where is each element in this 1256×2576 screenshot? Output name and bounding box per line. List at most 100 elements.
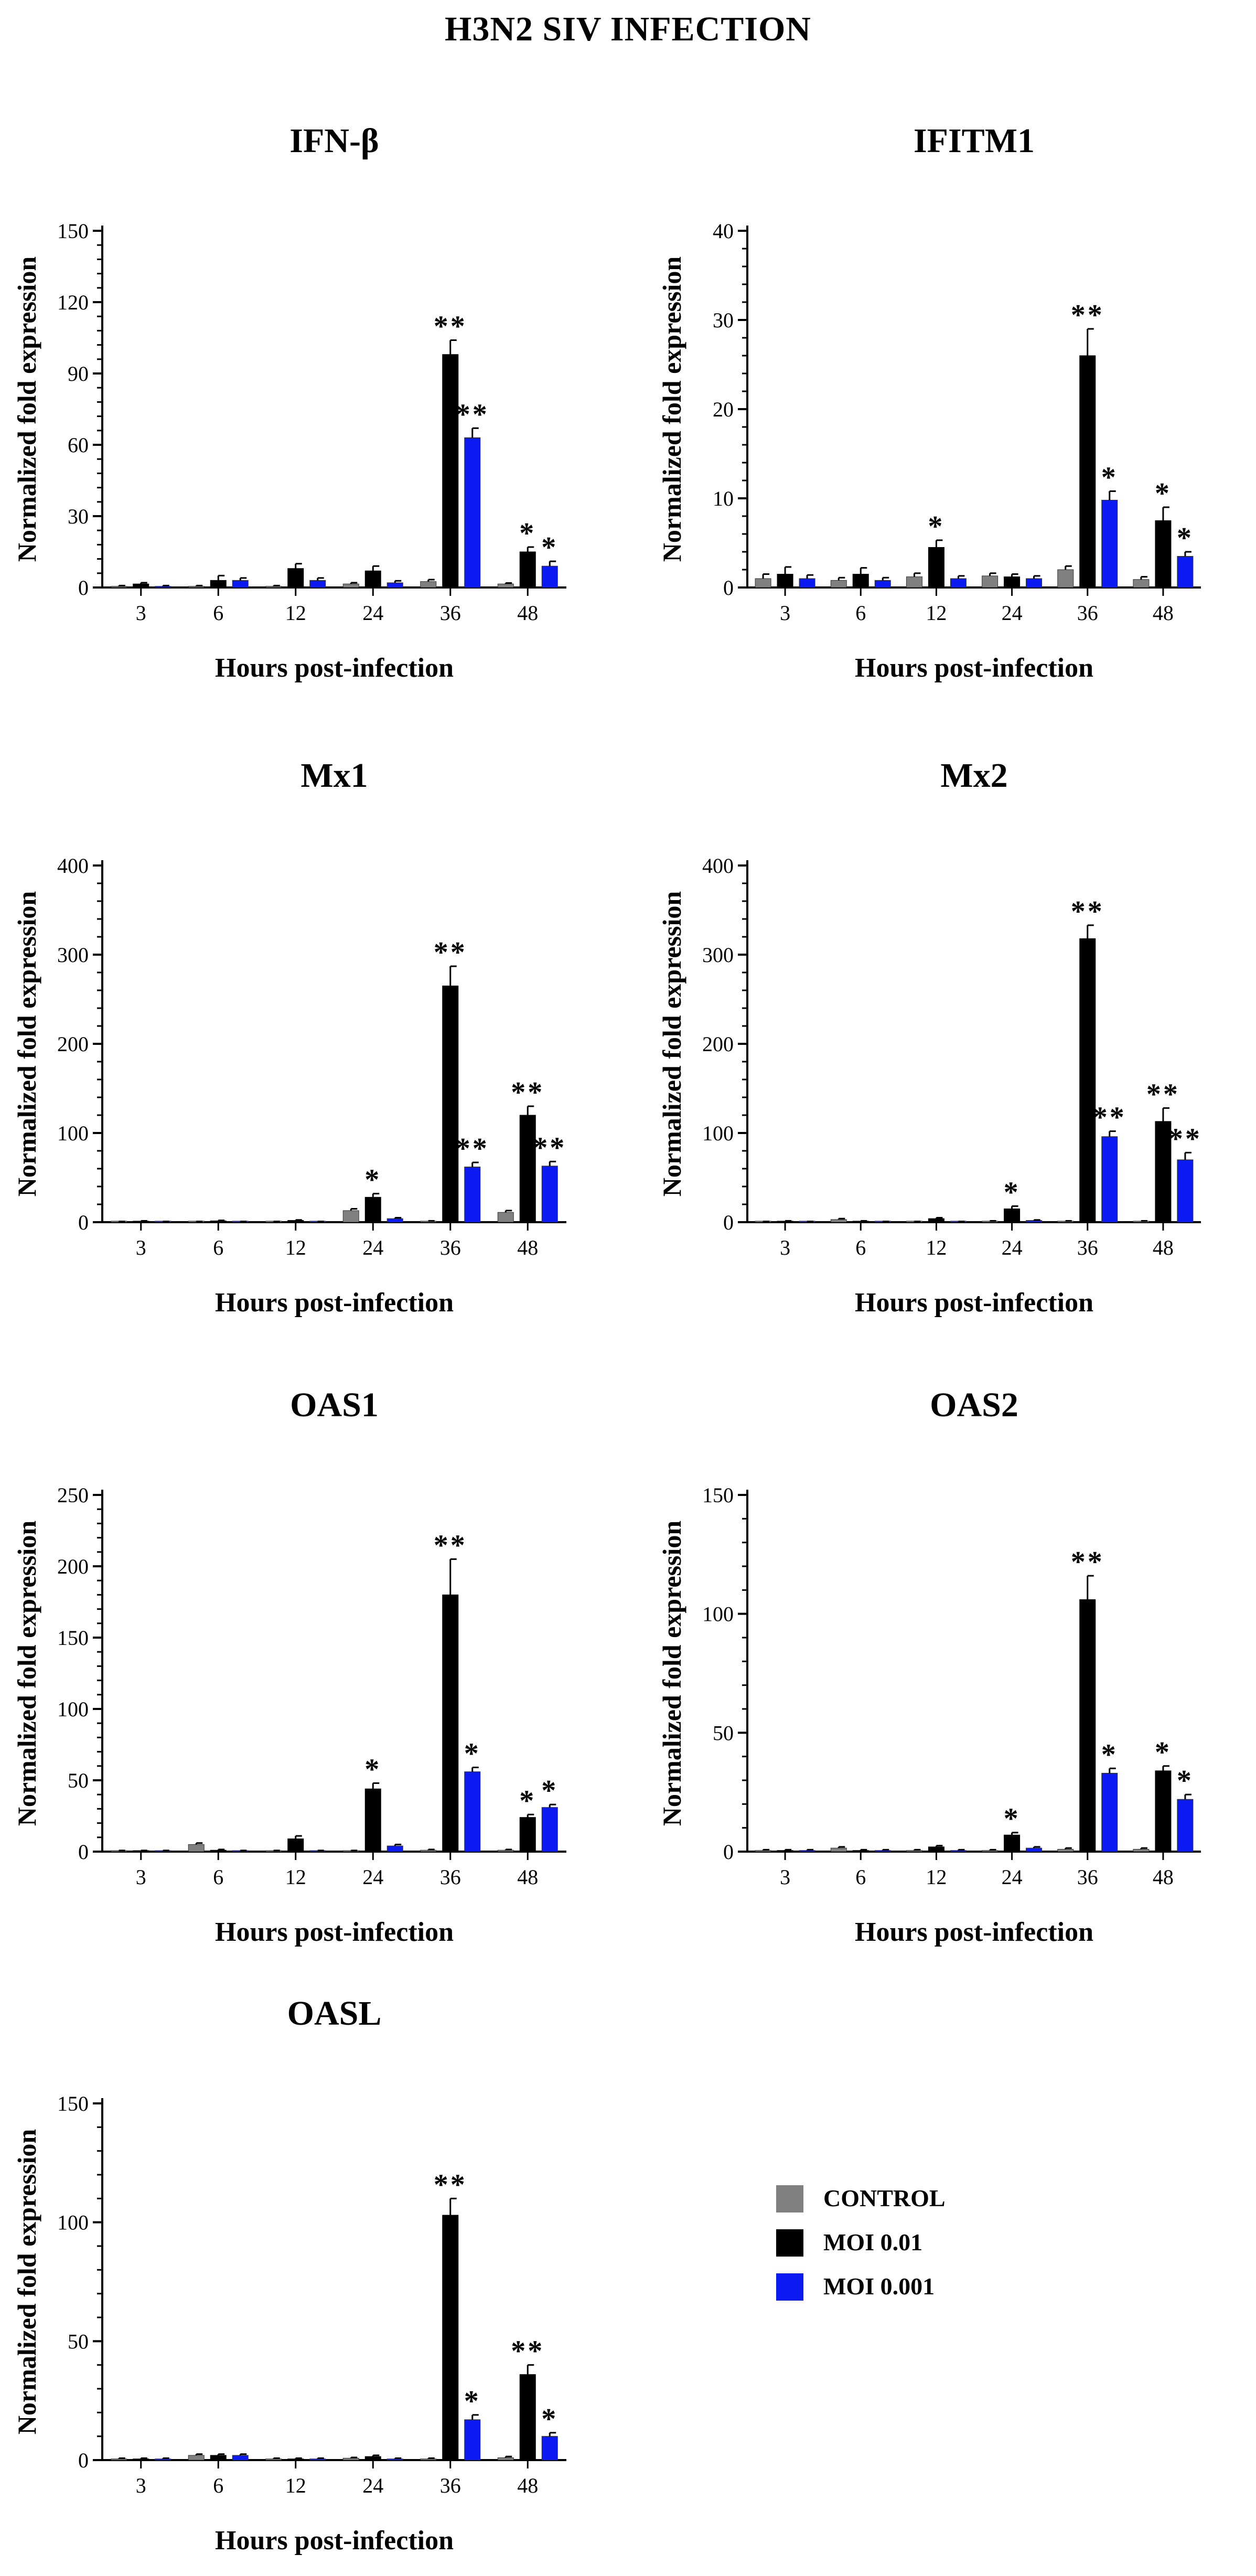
- legend-swatch-control: [776, 2185, 803, 2212]
- bar: [541, 1807, 558, 1852]
- bar: [287, 2459, 304, 2461]
- bar: [799, 578, 815, 588]
- significance-marker: **: [456, 1132, 489, 1165]
- legend: CONTROL MOI 0.01 MOI 0.001: [776, 2182, 996, 2318]
- y-axis-label: Normalized fold expression: [657, 891, 686, 1197]
- bar: [928, 1218, 944, 1223]
- significance-marker: *: [364, 1164, 381, 1196]
- x-tick-label: 6: [855, 1865, 866, 1889]
- significance-marker: *: [364, 1753, 381, 1786]
- x-axis-label: Hours post-infection: [215, 2526, 454, 2556]
- x-tick-label: 36: [440, 1865, 461, 1889]
- bar: [309, 2459, 326, 2461]
- y-tick-label: 20: [713, 398, 734, 421]
- figure-title: H3N2 SIV INFECTION: [445, 10, 811, 48]
- significance-marker: *: [519, 517, 536, 550]
- bar: [364, 1196, 381, 1223]
- chart-mx1: Mx1 Normalized fold expression 0 100 200 300 4…: [12, 756, 566, 1318]
- bar: [1004, 1834, 1021, 1852]
- y-tick-label: 100: [57, 1697, 89, 1721]
- x-tick-label: 12: [285, 1865, 306, 1889]
- y-tick-label: 100: [57, 2211, 89, 2235]
- bar: [420, 1850, 437, 1852]
- bar: [265, 586, 282, 588]
- legend-item-moi-0-001: MOI 0.001: [776, 2270, 996, 2301]
- bar: [442, 986, 459, 1223]
- bar: [830, 1219, 847, 1223]
- bar: [1004, 1209, 1021, 1223]
- bar: [133, 583, 149, 588]
- chart-title: Mx2: [940, 756, 1007, 795]
- bar: [906, 1850, 922, 1852]
- y-tick-label: 10: [713, 487, 734, 510]
- bar: [950, 1850, 967, 1852]
- y-tick-label: 200: [57, 1555, 89, 1578]
- bar: [420, 2459, 437, 2461]
- bar: [364, 1788, 381, 1852]
- chart-title: OAS2: [930, 1386, 1018, 1424]
- legend-label-moi-0-001: MOI 0.001: [823, 2273, 935, 2300]
- x-tick-label: 36: [1077, 1236, 1098, 1259]
- y-axis-label: Normalized fold expression: [657, 256, 686, 562]
- bar: [982, 575, 999, 588]
- chart-ifitm1: IFITM1 Normalized fold expression 0 10 20 30 4…: [657, 122, 1201, 683]
- bar: [442, 1594, 459, 1852]
- y-tick-label: 150: [57, 219, 89, 243]
- bar: [777, 574, 793, 588]
- significance-marker: **: [1093, 1102, 1126, 1134]
- bar: [464, 1167, 481, 1223]
- y-tick-label: 300: [57, 943, 89, 967]
- bar: [155, 586, 171, 588]
- y-tick-label: 150: [702, 1483, 734, 1507]
- bar: [210, 1850, 227, 1852]
- significance-marker: **: [434, 311, 467, 343]
- chart-title: IFITM1: [914, 122, 1035, 160]
- bar: [188, 586, 205, 588]
- x-axis-label: Hours post-infection: [855, 1288, 1093, 1318]
- bar: [1133, 1848, 1150, 1852]
- bar: [364, 2456, 381, 2461]
- y-tick-label: 60: [68, 433, 89, 457]
- bar: [1177, 1799, 1194, 1852]
- significance-marker: *: [1101, 1738, 1118, 1771]
- y-tick-label: 100: [702, 1121, 734, 1145]
- y-axis-label: Normalized fold expression: [657, 1521, 686, 1826]
- x-tick-label: 3: [136, 2474, 146, 2497]
- x-tick-label: 36: [440, 2474, 461, 2497]
- x-tick-label: 6: [213, 1865, 223, 1889]
- legend-swatch-moi-0-001: [776, 2273, 803, 2301]
- y-tick-label: 400: [702, 854, 734, 878]
- bar: [799, 1850, 815, 1852]
- bar: [1133, 579, 1150, 588]
- significance-marker: **: [434, 2168, 467, 2201]
- x-axis-label: Hours post-infection: [855, 1917, 1093, 1947]
- x-tick-label: 36: [1077, 601, 1098, 625]
- bar: [830, 580, 847, 588]
- bar: [420, 581, 437, 588]
- significance-marker: *: [1004, 1176, 1021, 1209]
- bar: [1101, 1772, 1118, 1852]
- bar: [1004, 576, 1021, 588]
- x-tick-label: 3: [780, 1236, 790, 1259]
- bar: [541, 565, 558, 588]
- y-tick-label: 40: [713, 219, 734, 243]
- x-tick-label: 48: [517, 2474, 538, 2497]
- significance-marker: *: [464, 2385, 481, 2418]
- x-tick-label: 6: [213, 601, 223, 625]
- y-tick-label: 0: [78, 576, 89, 600]
- x-tick-label: 12: [285, 1236, 306, 1259]
- bar: [155, 2459, 171, 2461]
- significance-marker: *: [928, 510, 944, 543]
- x-tick-label: 24: [362, 1865, 383, 1889]
- bar: [950, 578, 967, 588]
- x-axis-label: Hours post-infection: [215, 1917, 454, 1947]
- x-tick-label: 24: [1002, 1865, 1023, 1889]
- x-tick-label: 48: [1153, 1236, 1174, 1259]
- bar: [519, 1817, 536, 1852]
- y-tick-label: 0: [78, 1840, 89, 1864]
- bar: [188, 2455, 205, 2461]
- significance-marker: **: [1071, 299, 1104, 332]
- y-tick-label: 250: [57, 1483, 89, 1507]
- x-tick-label: 6: [213, 2474, 223, 2497]
